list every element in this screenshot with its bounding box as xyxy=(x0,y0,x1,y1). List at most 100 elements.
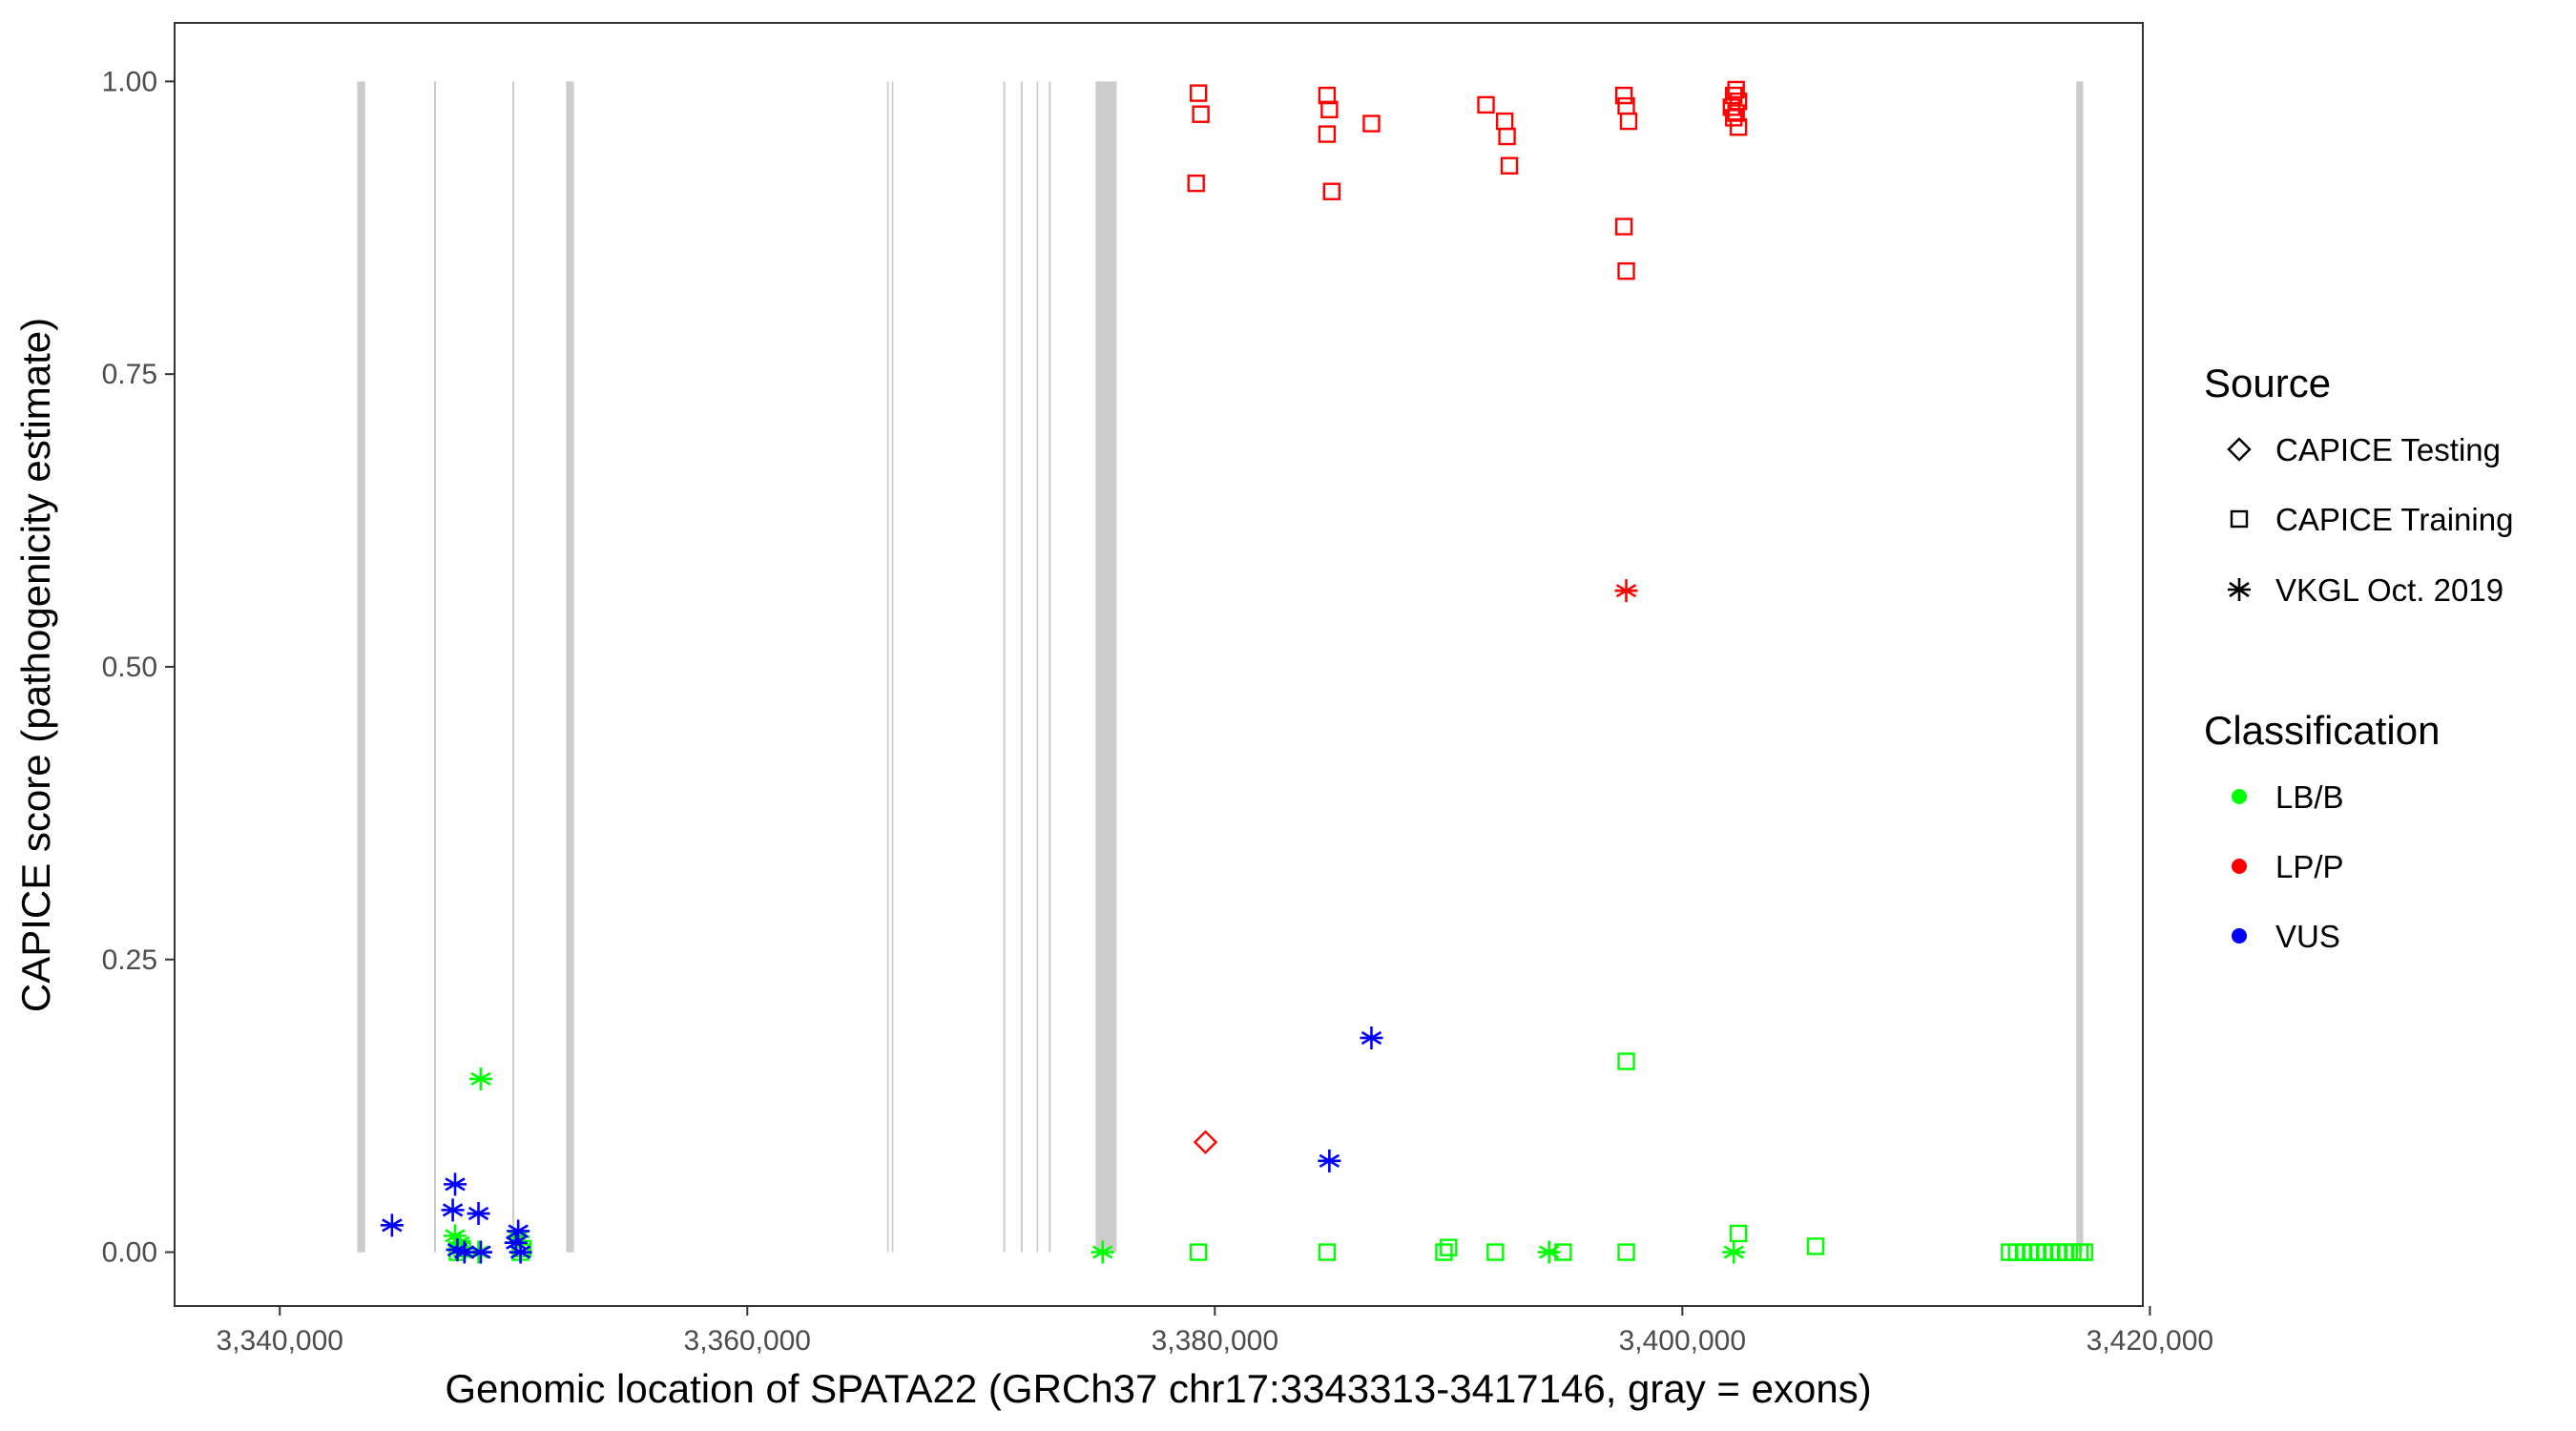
y-tick-label: 0.25 xyxy=(102,944,157,976)
exon-band xyxy=(886,81,889,1253)
legend-item-lbb: LB/B xyxy=(2232,779,2344,815)
data-point-asterisk xyxy=(507,1219,530,1243)
y-tick-label: 1.00 xyxy=(102,66,157,97)
data-point-square xyxy=(1192,105,1210,123)
legend-label: LB/B xyxy=(2275,779,2344,815)
data-point-asterisk xyxy=(1360,1026,1383,1049)
exon-band xyxy=(434,81,436,1253)
data-point-asterisk xyxy=(509,1240,532,1264)
exon-band xyxy=(357,81,365,1253)
data-point-square xyxy=(1729,118,1748,136)
x-tick-label: 3,340,000 xyxy=(217,1325,343,1357)
data-point-square xyxy=(1318,86,1337,105)
legend-item-vkgl: VKGL Oct. 2019 xyxy=(2228,572,2503,608)
square-icon xyxy=(2230,509,2249,529)
data-point-asterisk xyxy=(441,1198,465,1222)
data-point-square xyxy=(1617,1243,1635,1261)
axes: 3,340,000 3,360,000 3,380,000 3,400,000 3,42… xyxy=(102,66,2213,1357)
legend-classification-title: Classification xyxy=(2204,708,2440,753)
data-point-square xyxy=(1322,182,1341,200)
data-point-asterisk xyxy=(446,1238,469,1262)
data-point-square xyxy=(1614,218,1633,236)
data-point-square xyxy=(1617,261,1635,280)
exon-band xyxy=(891,81,894,1253)
red-dot-icon xyxy=(2232,859,2247,874)
data-point-square xyxy=(1500,156,1519,175)
exon-band xyxy=(1003,81,1006,1253)
data-point-asterisk xyxy=(1614,579,1638,603)
data-point-square xyxy=(1614,86,1633,105)
legend-source-title: Source xyxy=(2204,361,2331,405)
data-point-square xyxy=(1318,125,1337,143)
data-point-diamond xyxy=(1193,1130,1218,1154)
data-point-asterisk xyxy=(380,1213,404,1237)
data-point-asterisk xyxy=(1318,1149,1341,1172)
data-point-square xyxy=(1617,1052,1635,1070)
legend-item-lpp: LP/P xyxy=(2232,849,2344,884)
y-axis-title: CAPICE score (pathogenicity estimate) xyxy=(13,318,58,1012)
data-point-asterisk xyxy=(468,1240,492,1264)
x-tick-label: 3,360,000 xyxy=(684,1325,811,1357)
legend: Source CAPICE Testing CAPICE Training VK… xyxy=(2204,361,2513,954)
green-dot-icon xyxy=(2232,789,2247,804)
exon-band xyxy=(2076,81,2084,1253)
data-point-asterisk xyxy=(1722,1240,1746,1264)
exon-band xyxy=(1095,81,1117,1253)
data-point-asterisk xyxy=(444,1224,467,1248)
x-tick-label: 3,400,000 xyxy=(1619,1325,1746,1357)
data-point-asterisk xyxy=(1537,1240,1561,1264)
data-point-asterisk xyxy=(447,1231,471,1255)
legend-label: CAPICE Training xyxy=(2275,502,2513,537)
data-point-asterisk xyxy=(452,1240,476,1264)
data-point-square xyxy=(1486,1243,1505,1261)
legend-label: CAPICE Testing xyxy=(2275,432,2501,467)
exon-band xyxy=(512,81,514,1253)
data-point-asterisk xyxy=(468,1067,492,1090)
data-point-square xyxy=(1189,1243,1208,1261)
data-point-square xyxy=(1727,104,1745,122)
data-point-square xyxy=(1318,1243,1337,1261)
data-point-square xyxy=(1440,1238,1458,1256)
exon-band xyxy=(1020,81,1023,1253)
legend-item-capice-training: CAPICE Training xyxy=(2230,502,2513,537)
asterisk-icon xyxy=(2228,578,2251,601)
y-tick-label: 0.50 xyxy=(102,652,157,683)
data-point-square xyxy=(1320,100,1339,119)
legend-item-capice-testing: CAPICE Testing xyxy=(2227,432,2501,467)
data-point-square xyxy=(2075,1243,2093,1261)
data-point-square xyxy=(1722,98,1740,116)
plot-panel-border xyxy=(174,22,2144,1307)
data-point-square xyxy=(1806,1237,1825,1255)
data-point-square xyxy=(1362,114,1381,133)
data-point-square xyxy=(1729,1224,1748,1243)
data-point-square xyxy=(1619,112,1638,131)
legend-label: VUS xyxy=(2275,919,2340,954)
y-tick-label: 0.75 xyxy=(102,359,157,390)
legend-item-vus: VUS xyxy=(2232,919,2340,954)
data-point-asterisk xyxy=(1091,1240,1114,1264)
x-tick-label: 3,380,000 xyxy=(1152,1325,1278,1357)
data-point-asterisk xyxy=(444,1172,467,1196)
diamond-icon xyxy=(2227,437,2252,462)
exon-bands xyxy=(357,81,2084,1253)
data-point-square xyxy=(1477,95,1495,114)
data-point-square xyxy=(1727,80,1745,99)
data-point-asterisk xyxy=(504,1231,528,1255)
x-tick-label: 3,420,000 xyxy=(2087,1325,2213,1357)
data-point-square xyxy=(1725,109,1743,127)
data-point-square xyxy=(1725,86,1743,105)
exon-band xyxy=(566,81,574,1253)
data-point-square xyxy=(1498,127,1516,146)
x-axis-title: Genomic location of SPATA22 (GRCh37 chr1… xyxy=(445,1366,1871,1411)
data-points xyxy=(380,80,2093,1264)
y-tick-label: 0.00 xyxy=(102,1237,157,1269)
exon-band xyxy=(1049,81,1051,1253)
data-point-asterisk xyxy=(467,1202,490,1226)
exon-band xyxy=(1036,81,1039,1253)
legend-label: VKGL Oct. 2019 xyxy=(2275,572,2503,608)
legend-label: LP/P xyxy=(2275,849,2344,884)
blue-dot-icon xyxy=(2232,928,2247,944)
data-point-square xyxy=(1435,1243,1453,1261)
